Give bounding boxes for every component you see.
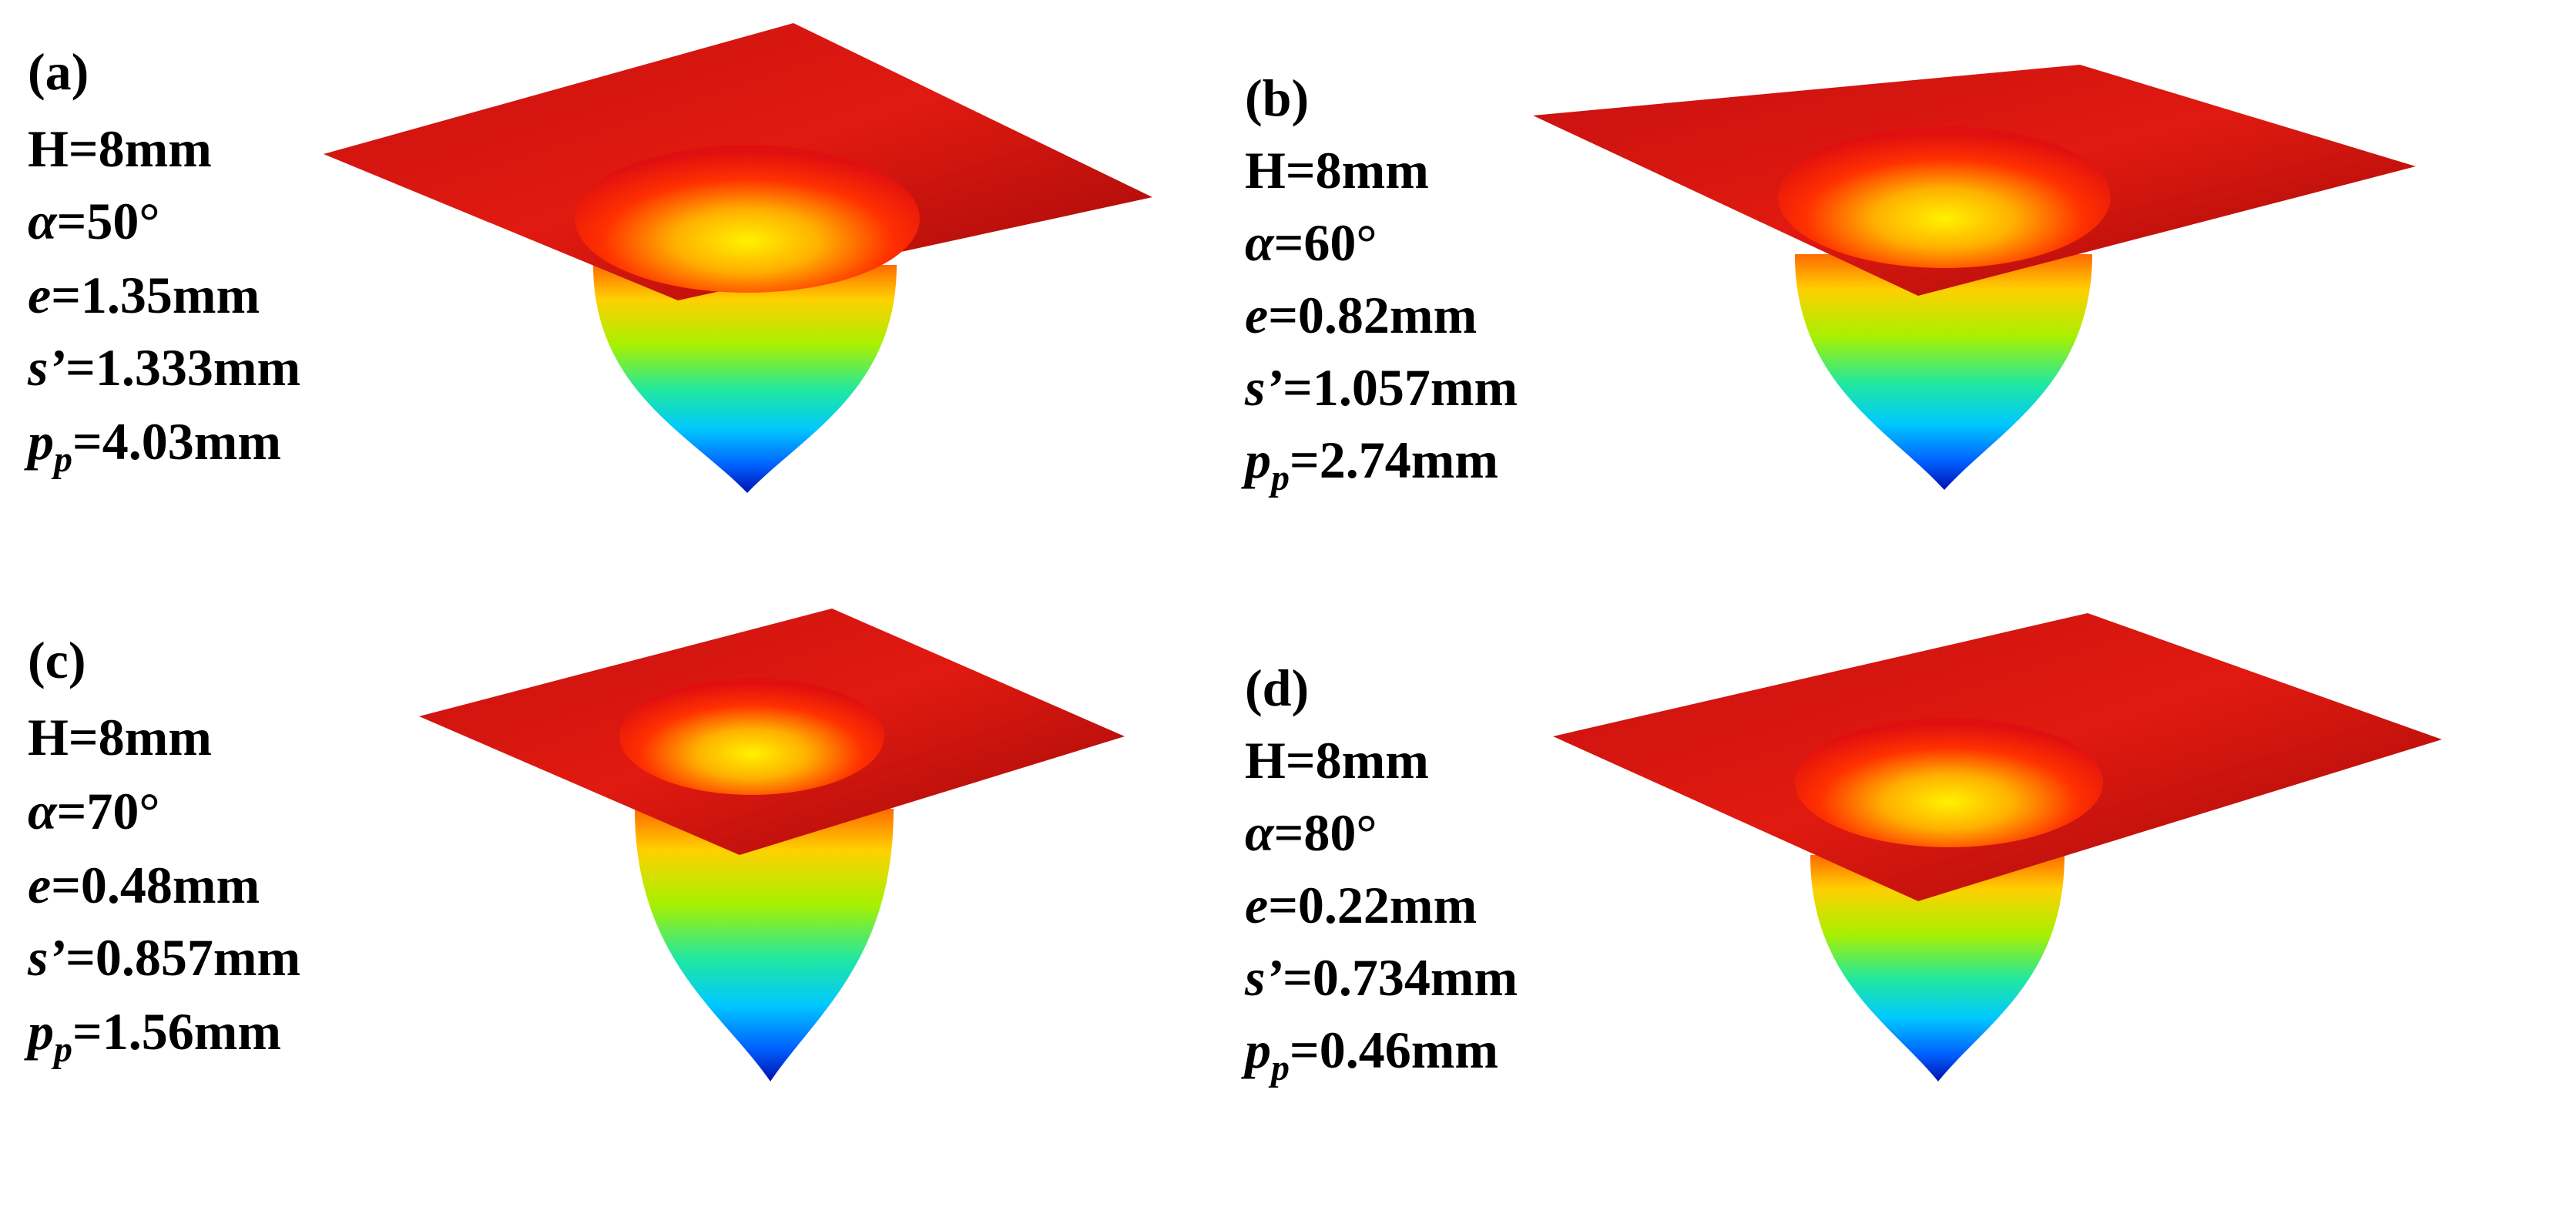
parameter-symbol: p bbox=[1241, 431, 1271, 489]
parameter-value: =70° bbox=[57, 782, 160, 840]
parameter-symbol: α bbox=[28, 782, 58, 840]
plate-dimple bbox=[575, 145, 920, 293]
parameter: s’=1.057mm bbox=[1244, 358, 1518, 417]
parameter-value: =4.03mm bbox=[72, 412, 281, 471]
parameter-symbol: s’ bbox=[1244, 358, 1283, 417]
parameter: e=0.22mm bbox=[1245, 876, 1477, 934]
parameter-symbol: α bbox=[1245, 213, 1275, 272]
parameter-symbol: p bbox=[24, 412, 54, 471]
parameter-symbol: s’ bbox=[27, 338, 65, 397]
parameter-subscript: p bbox=[1268, 1048, 1290, 1088]
parameter: H=8mm bbox=[28, 708, 212, 766]
parameter: s’=1.333mm bbox=[27, 338, 300, 397]
parameter-value: =8mm bbox=[1286, 141, 1429, 199]
plate-dimple bbox=[1778, 126, 2111, 268]
parameter-value: =0.46mm bbox=[1290, 1021, 1498, 1079]
parameter: e=0.48mm bbox=[28, 856, 260, 914]
panel-label: (b) bbox=[1245, 69, 1309, 127]
parameter-value: =1.56mm bbox=[72, 1002, 281, 1061]
parameter-subscript: p bbox=[1268, 458, 1290, 498]
panel-label: (a) bbox=[28, 42, 89, 101]
parameter: H=8mm bbox=[1245, 731, 1429, 790]
funnel-surface bbox=[593, 265, 897, 493]
parameter-symbol: p bbox=[1241, 1021, 1271, 1079]
parameter: α=70° bbox=[28, 782, 160, 840]
parameter: s’=0.734mm bbox=[1244, 948, 1518, 1007]
parameter: s’=0.857mm bbox=[27, 928, 300, 987]
parameter: α=50° bbox=[28, 192, 160, 250]
parameter: e=1.35mm bbox=[28, 266, 260, 324]
plate-dimple bbox=[619, 678, 884, 795]
parameter: pp=0.46mm bbox=[1241, 1021, 1498, 1088]
plate-dimple bbox=[1795, 718, 2103, 847]
parameter-value: =0.22mm bbox=[1268, 876, 1477, 934]
parameter: H=8mm bbox=[1245, 141, 1429, 199]
parameter-symbol: s’ bbox=[1244, 948, 1283, 1007]
parameter-value: =2.74mm bbox=[1290, 431, 1498, 489]
parameter: α=80° bbox=[1245, 803, 1377, 862]
parameter-value: =1.35mm bbox=[51, 266, 260, 324]
parameter-value: =50° bbox=[57, 192, 160, 250]
parameter-value: =0.734mm bbox=[1283, 948, 1518, 1007]
parameter-value: =8mm bbox=[69, 708, 212, 766]
parameter-subscript: p bbox=[51, 439, 72, 480]
parameter: H=8mm bbox=[28, 119, 212, 178]
parameter-symbol: H bbox=[28, 119, 69, 178]
parameter: pp=1.56mm bbox=[24, 1002, 281, 1070]
parameter-symbol: s’ bbox=[27, 928, 65, 987]
parameter-value: =1.057mm bbox=[1283, 358, 1518, 417]
funnel-surface bbox=[635, 809, 894, 1081]
parameter-value: =0.48mm bbox=[51, 856, 260, 914]
parameter-value: =8mm bbox=[1286, 731, 1429, 790]
parameter-symbol: α bbox=[1245, 803, 1275, 862]
parameter-symbol: e bbox=[28, 856, 51, 914]
parameter-subscript: p bbox=[51, 1029, 72, 1070]
parameter-symbol: H bbox=[1245, 141, 1286, 199]
parameter-symbol: e bbox=[28, 266, 51, 324]
parameter-value: =0.82mm bbox=[1268, 286, 1477, 344]
parameter-value: =8mm bbox=[69, 119, 212, 178]
parameter: pp=2.74mm bbox=[1241, 431, 1498, 498]
panel-label: (d) bbox=[1245, 659, 1309, 717]
parameter-symbol: H bbox=[28, 708, 69, 766]
funnel-surface bbox=[1795, 254, 2092, 490]
parameter-symbol: H bbox=[1245, 731, 1286, 790]
parameter-value: =1.333mm bbox=[65, 338, 300, 397]
parameter: α=60° bbox=[1245, 213, 1377, 272]
parameter-value: =0.857mm bbox=[65, 928, 300, 987]
parameter-value: =60° bbox=[1274, 213, 1377, 272]
parameter-symbol: e bbox=[1245, 286, 1268, 344]
panel-label: (c) bbox=[28, 631, 86, 689]
parameter-symbol: α bbox=[28, 192, 58, 250]
parameter: e=0.82mm bbox=[1245, 286, 1477, 344]
funnel-surface bbox=[1810, 855, 2064, 1081]
parameter-symbol: p bbox=[24, 1002, 54, 1061]
parameter-value: =80° bbox=[1274, 803, 1377, 862]
parameter-symbol: e bbox=[1245, 876, 1268, 934]
parameter: pp=4.03mm bbox=[24, 412, 281, 480]
